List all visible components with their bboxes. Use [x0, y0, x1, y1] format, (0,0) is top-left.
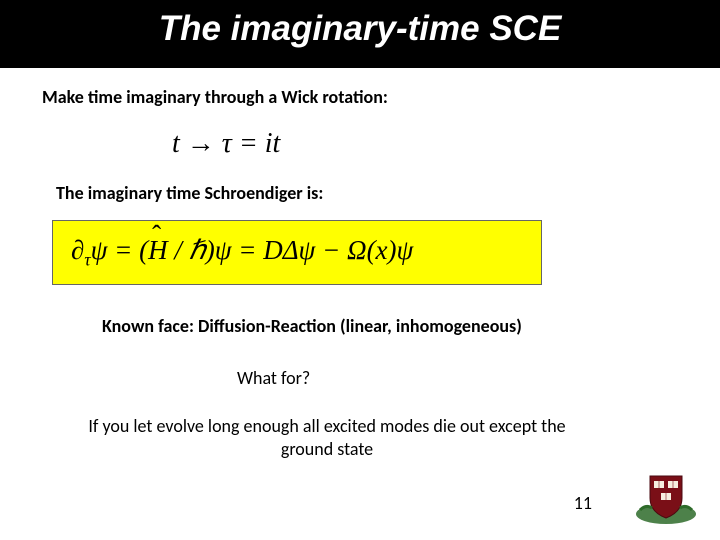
equation-highlight-box: ∂τψ = (H / ℏ)ψ = DΔψ − Ω(x)ψ — [52, 220, 542, 285]
what-for-line: What for? — [237, 367, 678, 389]
wick-rotation-equation: t → τ = it — [172, 128, 678, 160]
slide-title: The imaginary-time SCE — [0, 9, 720, 49]
title-bar: The imaginary-time SCE — [0, 0, 720, 68]
intro-line: Make time imaginary through a Wick rotat… — [42, 86, 678, 108]
schrodinger-label: The imaginary time Schroendiger is: — [56, 182, 678, 204]
ground-state-line: If you let evolve long enough all excite… — [82, 415, 572, 460]
slide-number: 11 — [574, 492, 592, 514]
known-face-line: Known face: Diffusion-Reaction (linear, … — [102, 315, 678, 337]
harvard-shield-icon — [632, 468, 700, 526]
slide-body: Make time imaginary through a Wick rotat… — [0, 68, 720, 460]
imaginary-time-sce-equation: ∂τψ = (H / ℏ)ψ = DΔψ − Ω(x)ψ — [71, 235, 527, 270]
